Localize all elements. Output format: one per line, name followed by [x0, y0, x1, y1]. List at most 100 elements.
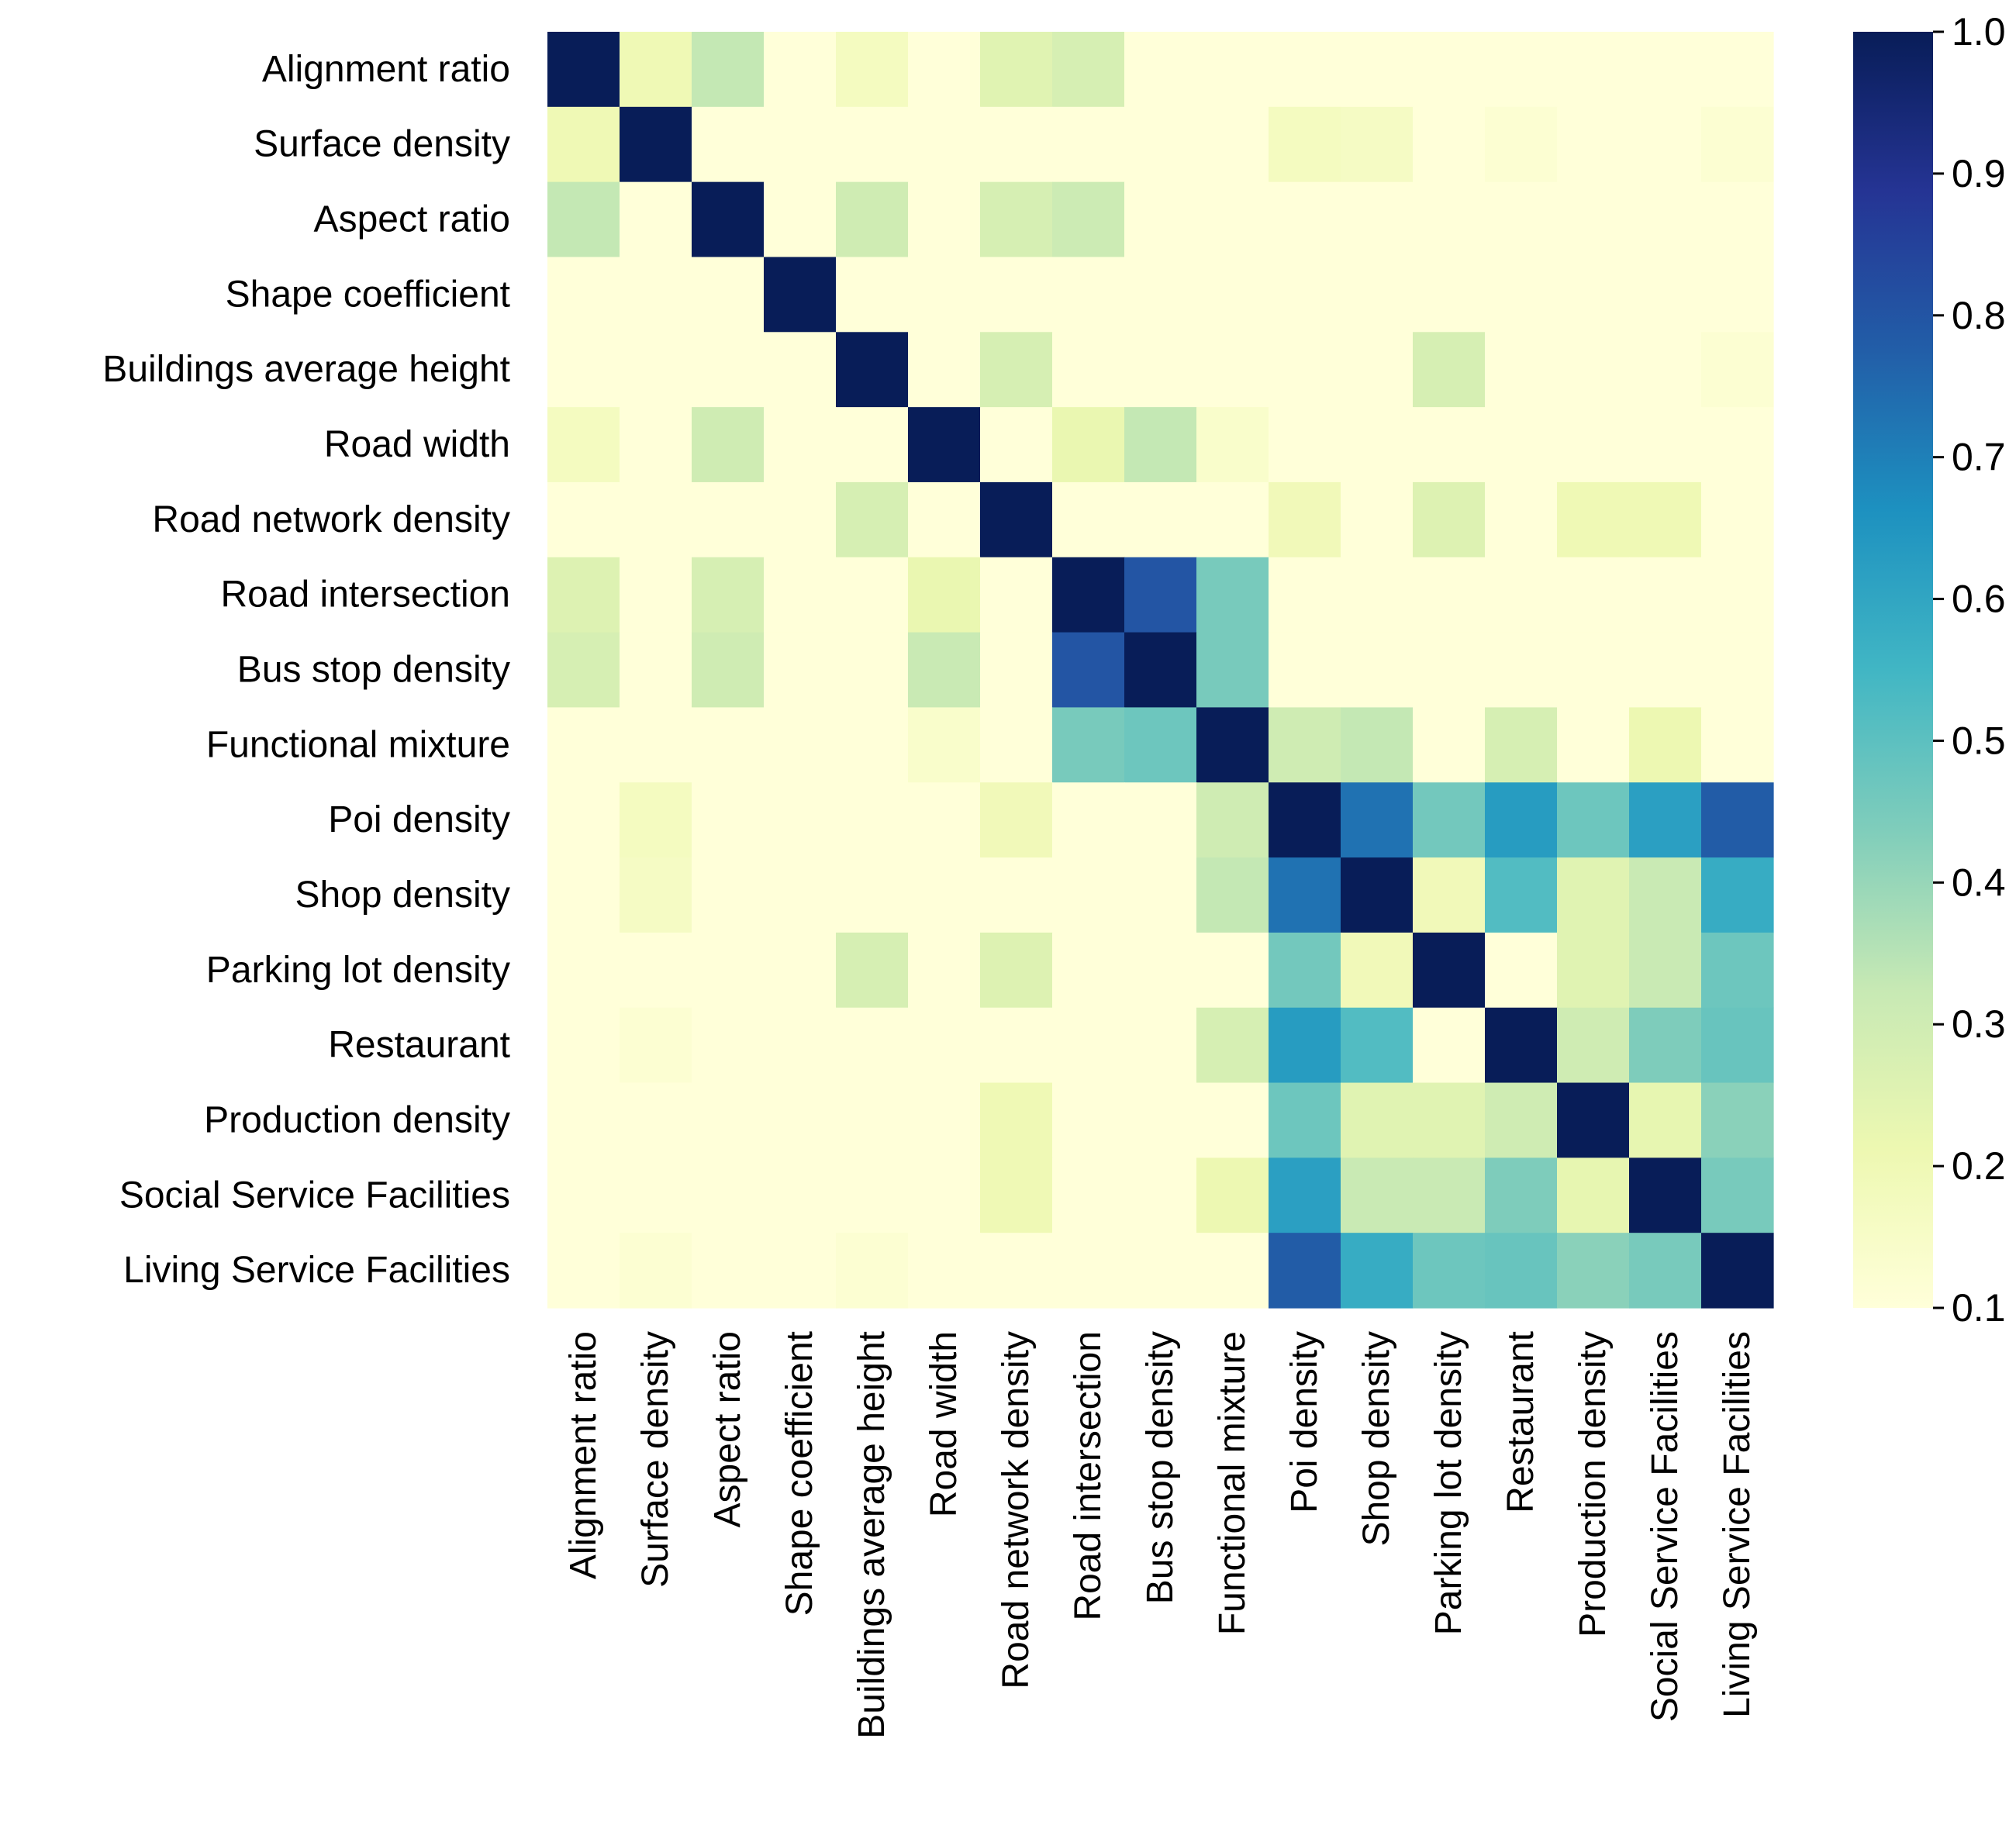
heatmap-cell: [836, 1007, 909, 1084]
heatmap-cell: [1341, 782, 1414, 858]
heatmap-cell: [620, 707, 692, 783]
heatmap-cell: [620, 407, 692, 483]
heatmap-cell: [908, 557, 981, 633]
heatmap-cell: [1341, 632, 1414, 709]
heatmap-cell: [620, 106, 692, 183]
heatmap-cell: [908, 1157, 981, 1233]
heatmap-cell: [620, 257, 692, 333]
heatmap-cell: [1341, 932, 1414, 1009]
heatmap-cell: [980, 707, 1053, 783]
heatmap-cell: [908, 932, 981, 1009]
heatmap-cell: [1196, 557, 1269, 633]
heatmap-cell: [1341, 257, 1414, 333]
colorbar-tick-label: 0.3: [1952, 1002, 2006, 1046]
heatmap-cell: [764, 857, 837, 933]
heatmap-cell: [1413, 1007, 1486, 1084]
heatmap-cell: [908, 1007, 981, 1084]
heatmap-cell: [547, 707, 620, 783]
heatmap-cell: [1052, 32, 1125, 108]
heatmap-cell: [980, 857, 1053, 933]
heatmap-cell: [620, 181, 692, 258]
heatmap-cell: [1341, 857, 1414, 933]
heatmap-cell: [1196, 407, 1269, 483]
heatmap-cell: [980, 557, 1053, 633]
heatmap-cell: [547, 257, 620, 333]
heatmap-cell: [1485, 707, 1558, 783]
heatmap-cell: [1485, 332, 1558, 408]
heatmap-cell: [836, 106, 909, 183]
heatmap-cell: [1629, 1082, 1702, 1158]
column-label: Living Service Facilities: [1717, 1331, 1758, 1718]
heatmap-cell: [1052, 106, 1125, 183]
heatmap-cell: [1269, 557, 1341, 633]
heatmap-cell: [836, 332, 909, 408]
heatmap-cell: [547, 1007, 620, 1084]
heatmap-cell: [1413, 1157, 1486, 1233]
heatmap-cell: [1269, 707, 1341, 783]
heatmap-cell: [764, 632, 837, 709]
heatmap-cell: [908, 407, 981, 483]
heatmap-cell: [1269, 857, 1341, 933]
colorbar-tick-label: 0.5: [1952, 719, 2006, 762]
heatmap-cell: [1701, 1082, 1774, 1158]
colorbar: 0.1 0.2 0.3 0.4 0.5 0.6 0.7 0.8 0.9 1.0: [1853, 10, 2006, 1330]
heatmap-cell: [1485, 1007, 1558, 1084]
column-label: Buildings average height: [851, 1331, 892, 1739]
heatmap-cell: [1701, 1233, 1774, 1309]
heatmap-cell: [836, 1082, 909, 1158]
heatmap-cell: [836, 257, 909, 333]
heatmap-cell: [908, 1082, 981, 1158]
heatmap-cell: [1413, 707, 1486, 783]
heatmap-cell: [764, 1233, 837, 1309]
heatmap-cell: [764, 1082, 837, 1158]
heatmap-cell: [980, 181, 1053, 258]
heatmap-cell: [764, 707, 837, 783]
heatmap-cell: [836, 632, 909, 709]
heatmap-cell: [1052, 481, 1125, 558]
heatmap-cell: [1052, 1082, 1125, 1158]
colorbar-tick-label: 1.0: [1952, 10, 2006, 53]
heatmap-cell: [547, 181, 620, 258]
heatmap-cell: [1629, 1157, 1702, 1233]
heatmap-cell: [1557, 1082, 1630, 1158]
row-label: Surface density: [254, 124, 510, 165]
heatmap-cell: [620, 32, 692, 108]
heatmap-cell: [1413, 932, 1486, 1009]
heatmap-cell: [980, 782, 1053, 858]
heatmap-cell: [980, 481, 1053, 558]
heatmap-cell: [1557, 1007, 1630, 1084]
heatmap-cell: [1485, 1157, 1558, 1233]
row-label: Buildings average height: [102, 349, 510, 390]
column-label: Shape coefficient: [779, 1331, 820, 1616]
heatmap-cell: [620, 481, 692, 558]
heatmap-cell: [1485, 407, 1558, 483]
column-label: Social Service Facilities: [1645, 1331, 1686, 1722]
heatmap-cell: [1052, 707, 1125, 783]
heatmap-cell: [1413, 181, 1486, 258]
heatmap-cell: [1629, 481, 1702, 558]
heatmap-cell: [1052, 332, 1125, 408]
heatmap-cell: [620, 557, 692, 633]
heatmap-cell: [1485, 557, 1558, 633]
heatmap-cell: [692, 407, 765, 483]
heatmap-cell: [620, 1233, 692, 1309]
heatmap-cell: [1701, 1007, 1774, 1084]
heatmap-cell: [836, 1233, 909, 1309]
heatmap-cell: [692, 1082, 765, 1158]
heatmap-cell: [547, 782, 620, 858]
heatmap-cell: [1701, 106, 1774, 183]
heatmap-cell: [1485, 1233, 1558, 1309]
heatmap-cell: [1124, 857, 1197, 933]
heatmap-cell: [1124, 557, 1197, 633]
heatmap-cell: [1413, 481, 1486, 558]
heatmap-cell: [1701, 632, 1774, 709]
heatmap-cell: [1196, 106, 1269, 183]
heatmap-cell: [1341, 707, 1414, 783]
heatmap-cell: [1485, 257, 1558, 333]
heatmap-cell: [836, 707, 909, 783]
heatmap-cell: [908, 181, 981, 258]
heatmap-cell: [836, 782, 909, 858]
heatmap-cell: [692, 257, 765, 333]
heatmap-cell: [1701, 857, 1774, 933]
heatmap-cell: [1413, 257, 1486, 333]
